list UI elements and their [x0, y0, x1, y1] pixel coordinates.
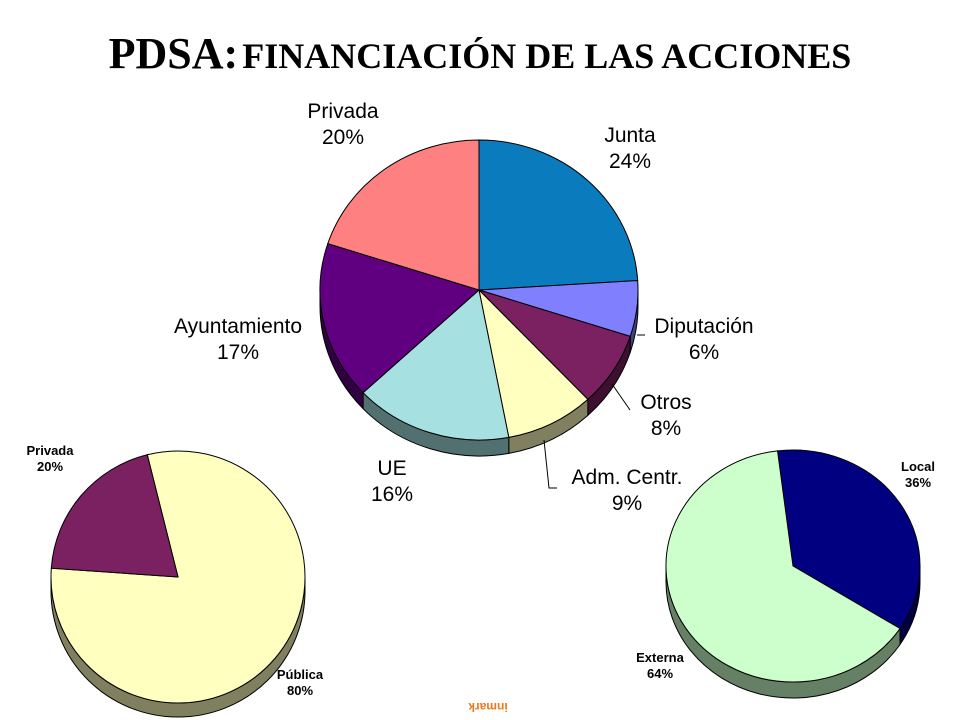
slice-privada	[50, 454, 179, 578]
leader-line-adm-centr	[543, 439, 557, 489]
slice-pct-diputacion: 6%	[689, 341, 719, 364]
slice-label-local: Local	[901, 459, 935, 474]
slice-label-ayuntamiento: Ayuntamiento	[174, 315, 302, 338]
slice-pct-privada: 20%	[322, 126, 364, 149]
slice-label-ue: UE	[377, 457, 406, 480]
slice-adm-centr	[478, 288, 589, 438]
slice-ue	[362, 289, 510, 441]
slice-pct-ayuntamiento: 17%	[217, 341, 259, 364]
slice-pct-privada: 20%	[37, 459, 63, 474]
slice-pct-adm-centr: 9%	[612, 492, 642, 515]
slice-pct-ue: 16%	[371, 483, 413, 506]
slice-local	[776, 449, 921, 630]
slice-pct-local: 36%	[905, 475, 931, 490]
pie-chart-1: Junta 24% Diputación 6% Otros 8% Adm. Centr. 9%…	[174, 100, 754, 515]
slice-externa	[665, 450, 901, 683]
slice-label-privada: Privada	[27, 443, 75, 458]
slice-label-publica: Pública	[277, 667, 324, 682]
slice-label-privada: Privada	[307, 100, 379, 123]
slice-label-diputacion: Diputación	[654, 315, 753, 338]
slice-pct-externa: 64%	[647, 666, 673, 681]
slice-privada	[327, 139, 480, 291]
slice-junta	[478, 139, 639, 291]
slice-label-otros: Otros	[640, 391, 691, 414]
slice-pct-publica: 80%	[287, 683, 313, 698]
title-sub: FINANCIACIÓN DE LAS ACCIONES	[242, 36, 852, 76]
page-title: PDSA: FINANCIACIÓN DE LAS ACCIONES	[0, 28, 960, 79]
watermark-logo: inmark	[468, 700, 508, 714]
slice-pct-otros: 8%	[651, 417, 681, 440]
title-main: PDSA:	[108, 29, 239, 78]
slice-label-junta: Junta	[604, 124, 656, 147]
slice-ayuntamiento	[319, 243, 480, 394]
slice-label-externa: Externa	[636, 650, 684, 665]
slice-label-adm-centr: Adm. Centr.	[572, 466, 683, 489]
leader-line-otros	[611, 383, 631, 411]
slice-pct-junta: 24%	[609, 150, 651, 173]
